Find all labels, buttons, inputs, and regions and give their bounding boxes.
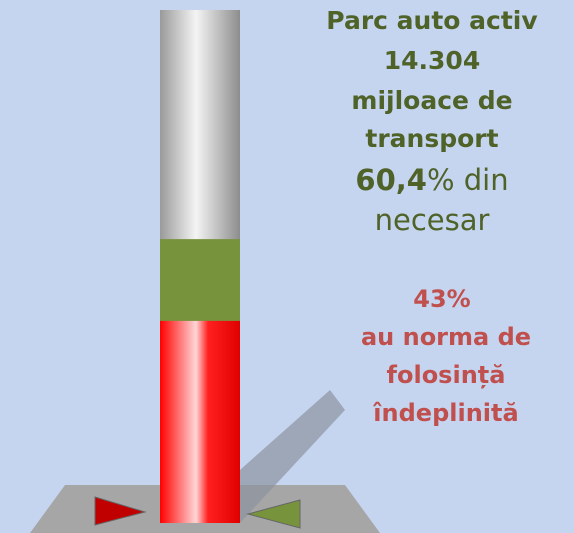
fleet-line2: necesar [375, 203, 490, 237]
header-line: transport [365, 124, 498, 153]
norm-bar [160, 320, 240, 523]
norm-line: îndeplinită [372, 399, 518, 427]
norm-value: 43% [413, 285, 470, 313]
shadow [240, 390, 345, 523]
norm-line: au norma de [361, 323, 531, 351]
fleet-value: 60,4 [355, 163, 427, 197]
fleet-line: 60,4% din [355, 163, 508, 197]
header-line: Parc auto activ [326, 6, 537, 35]
fleet-suffix: % din [427, 163, 509, 197]
norm-line: folosință [387, 361, 506, 389]
header-line: 14.304 [384, 46, 480, 75]
red-pointer [94, 496, 147, 526]
green-pointer [246, 499, 301, 529]
header-line: mijloace de [351, 86, 512, 115]
